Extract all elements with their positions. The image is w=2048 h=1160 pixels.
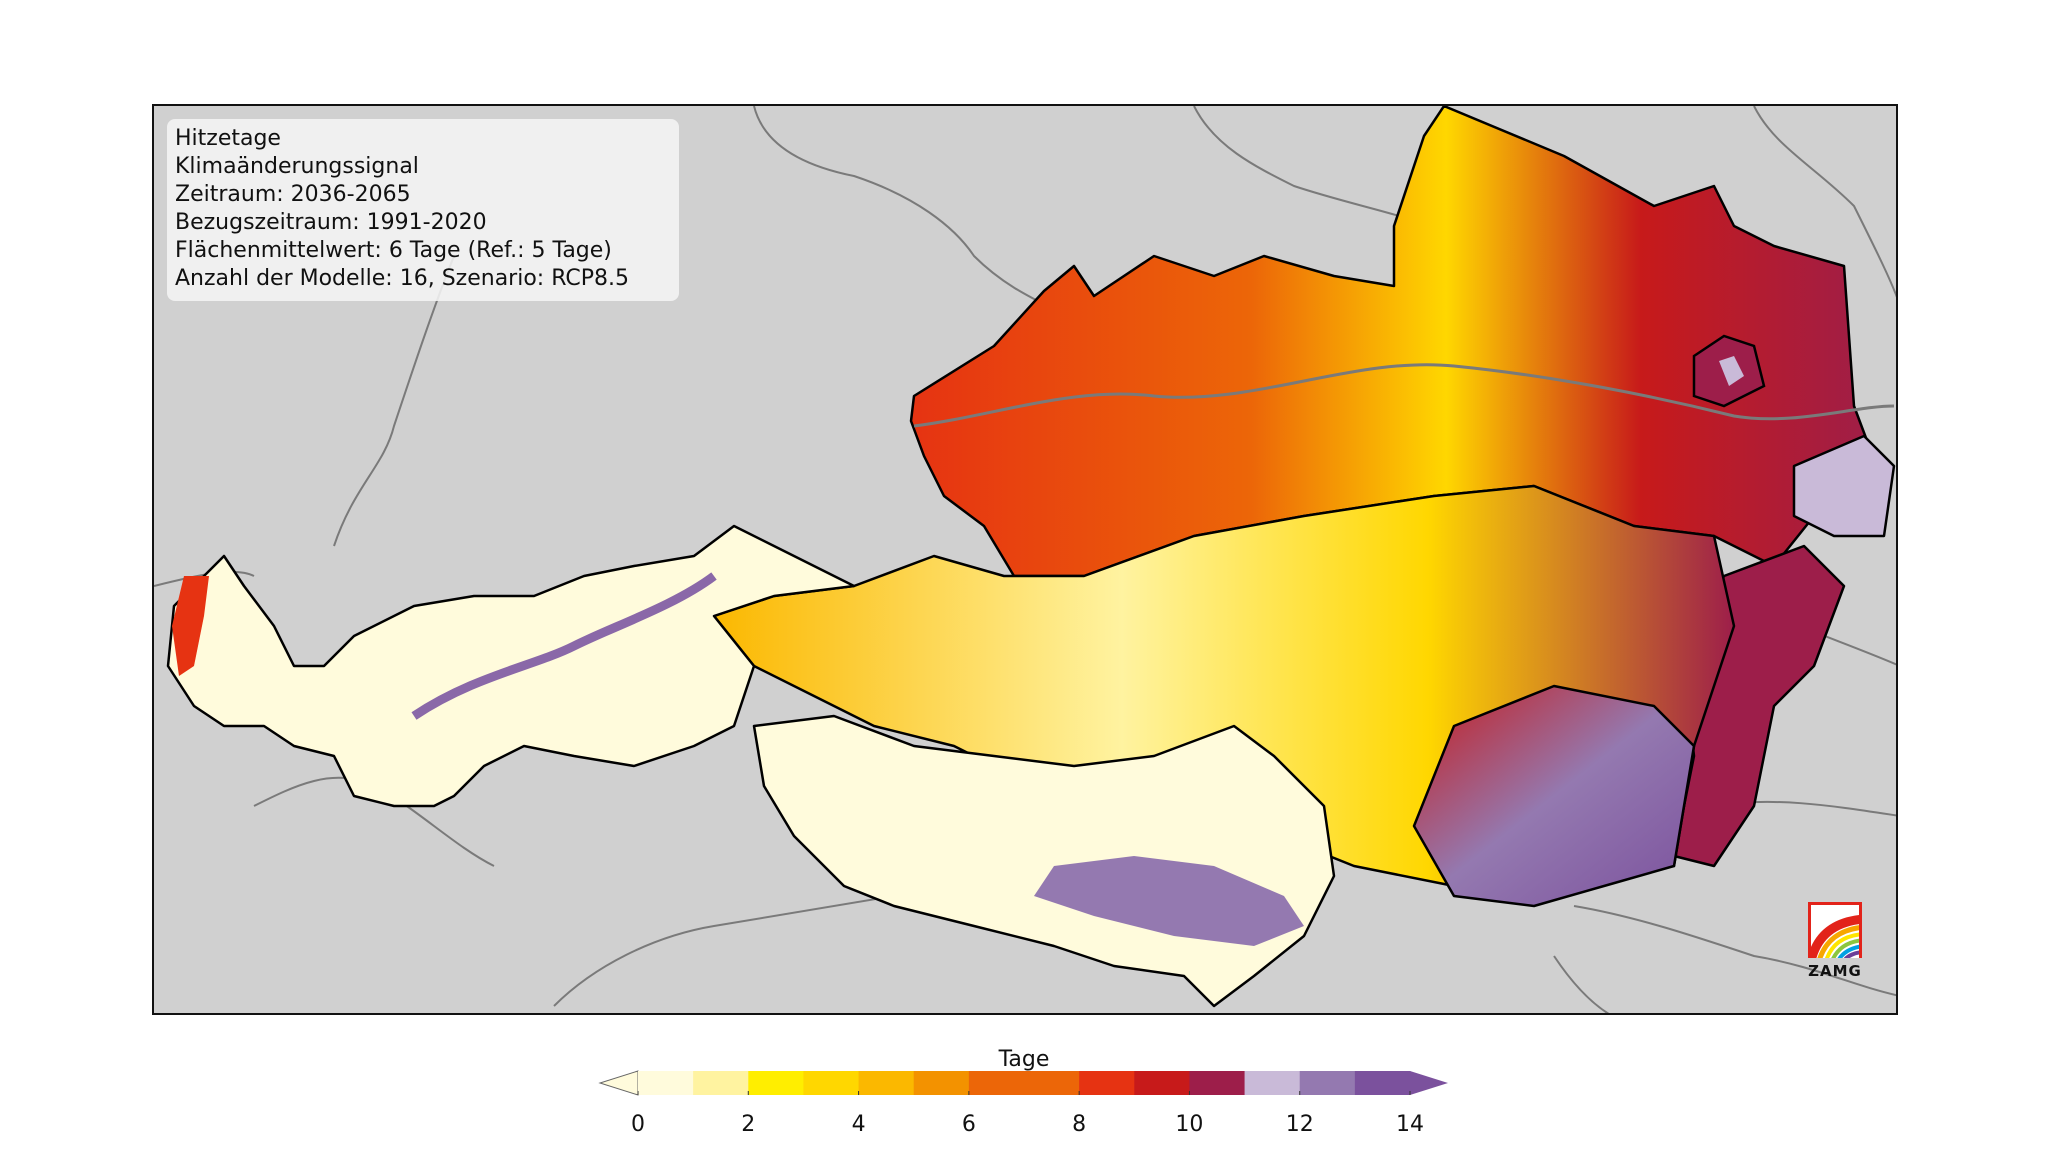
inn-valley — [411, 572, 717, 720]
tick-label: 14 — [1396, 1112, 1424, 1137]
tick-label: 0 — [631, 1112, 645, 1137]
colorbar-scale — [598, 1070, 1448, 1096]
tick-label: 2 — [741, 1112, 756, 1137]
austria-shape — [166, 106, 1896, 1008]
tick-label: 10 — [1175, 1112, 1204, 1137]
colorbar: Tage 0 2 4 6 8 10 12 14 — [598, 1046, 1450, 1146]
tick-label: 12 — [1285, 1112, 1314, 1137]
danube-river — [913, 363, 1895, 428]
tick-label: 4 — [851, 1112, 866, 1137]
info-period: Zeitraum: 2036-2065 — [175, 182, 411, 207]
tick-label: 6 — [961, 1112, 976, 1137]
vienna-core — [1719, 356, 1744, 386]
region-carinthia-basin — [1034, 856, 1304, 946]
info-reference-period: Bezugszeitraum: 1991-2020 — [175, 210, 487, 235]
info-title: Hitzetage — [175, 126, 281, 151]
map-frame — [152, 104, 1898, 1015]
rainbow-icon — [1808, 902, 1862, 958]
logo-text: ZAMG — [1808, 962, 1862, 980]
zamg-logo: ZAMG — [1804, 902, 1866, 986]
region-vorarlberg-rhine — [172, 576, 209, 676]
austria-map — [154, 106, 1896, 1013]
colorbar-title: Tage — [998, 1047, 1050, 1072]
region-southeast-styria — [1412, 684, 1696, 908]
region-burgenland-north — [1792, 434, 1896, 538]
info-subtitle: Klimaänderungssignal — [175, 154, 419, 179]
info-models-scenario: Anzahl der Modelle: 16, Szenario: RCP8.5 — [175, 266, 629, 291]
info-legend-box: Hitzetage Klimaänderungssignal Zeitraum:… — [167, 119, 679, 301]
tick-label: 8 — [1072, 1112, 1087, 1137]
info-area-mean: Flächenmittelwert: 6 Tage (Ref.: 5 Tage) — [175, 238, 612, 263]
